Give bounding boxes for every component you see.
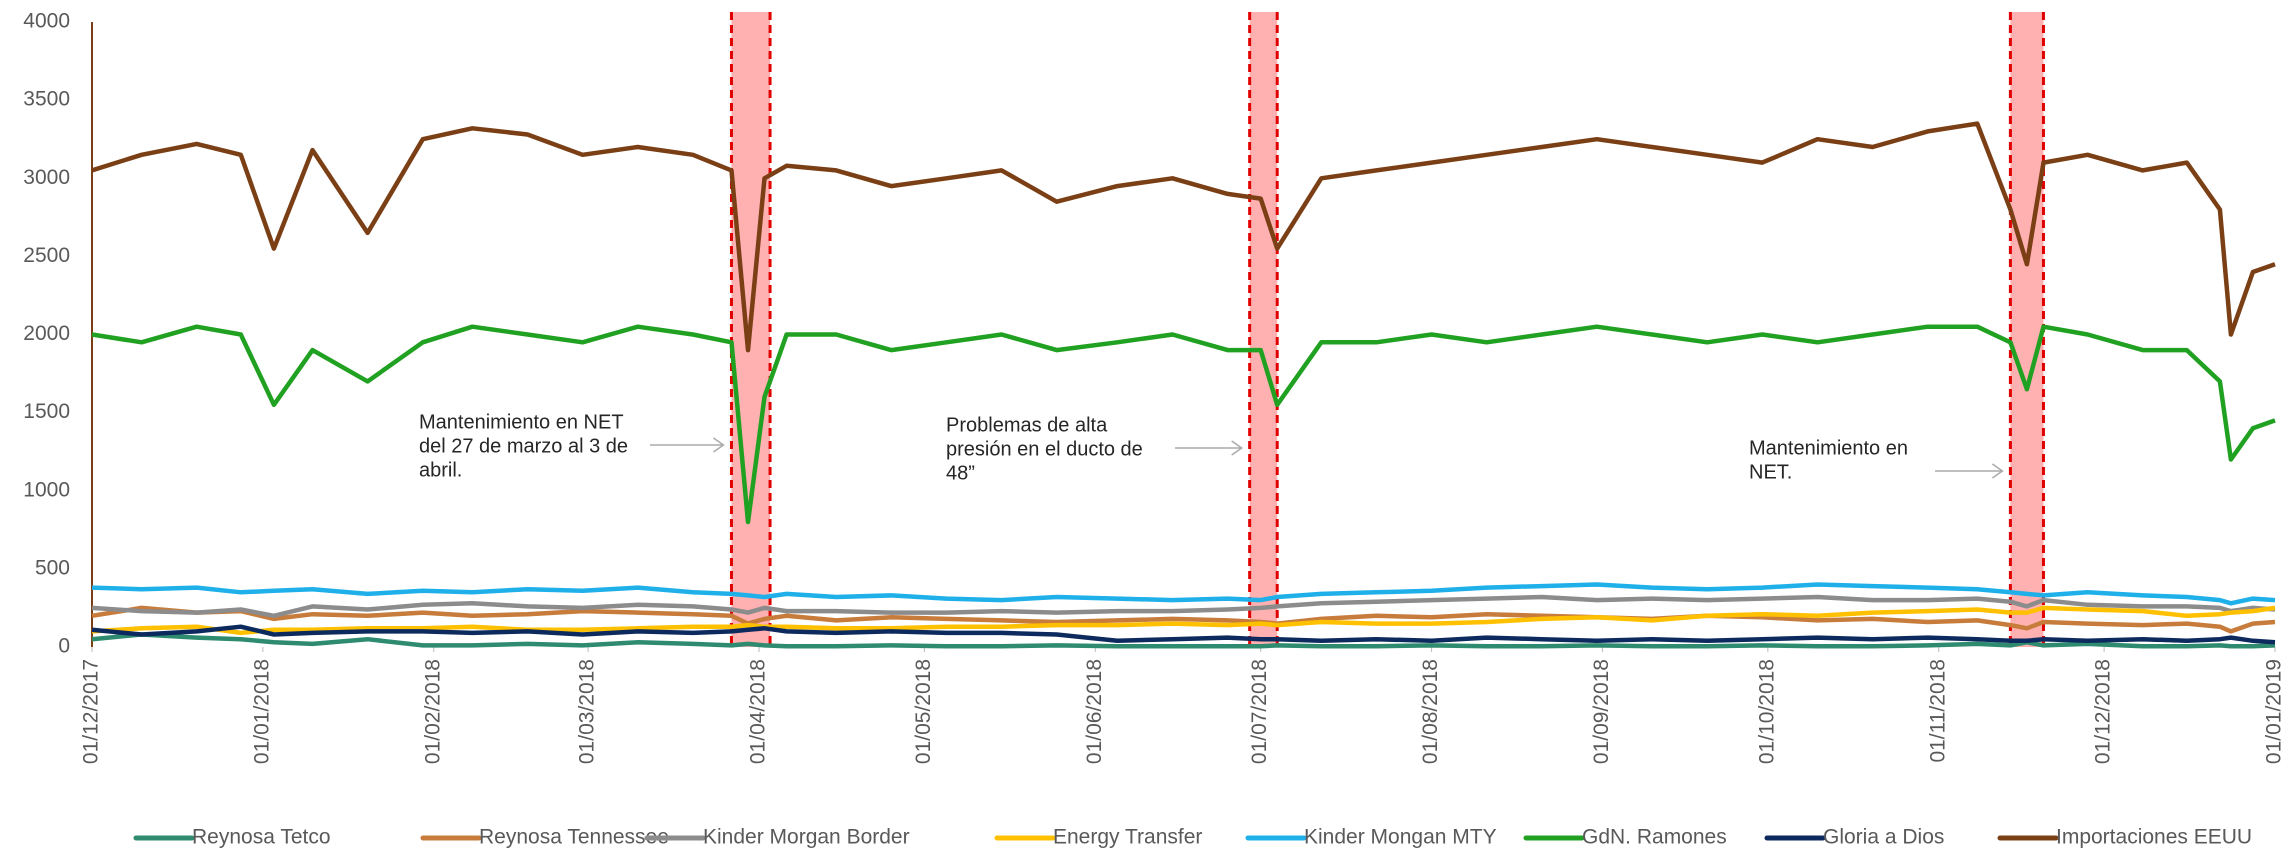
legend-label: Kinder Morgan Border [703,826,910,849]
x-tick-label: 01/02/2018 [421,659,444,764]
y-tick-label: 2000 [23,322,70,345]
x-tick-label: 01/12/2018 [2092,659,2115,764]
series-line [91,594,2276,619]
x-tick-label: 01/01/2019 [2263,659,2286,764]
x-tick-label: 01/10/2018 [1755,659,1778,764]
series-line [91,582,2276,606]
annotation-text: Mantenimiento en NET [419,411,624,433]
y-tick-label: 1500 [23,400,70,423]
annotation-text: 48” [946,462,975,484]
series-line [91,121,2276,353]
legend-label: Gloria a Dios [1823,826,1944,849]
series-line [91,605,2276,636]
legend-label: Kinder Mongan MTY [1304,826,1497,849]
legend-label: Reynosa Tetco [192,826,331,849]
legend-label: Energy Transfer [1053,826,1202,849]
annotation-arrowhead [713,437,725,453]
series-line [91,324,2276,525]
annotation-arrowhead [1231,440,1243,456]
x-tick-label: 01/04/2018 [747,659,770,764]
x-tick-label: 01/11/2018 [1926,659,1949,763]
y-tick-label: 4000 [23,10,70,33]
x-tick-label: 01/03/2018 [576,659,599,764]
y-tick-label: 1000 [23,478,70,501]
y-tick-label: 500 [35,556,70,579]
x-tick-label: 01/08/2018 [1419,659,1442,764]
y-tick-label: 2500 [23,244,70,267]
x-tick-label: 01/09/2018 [1590,659,1613,764]
y-tick-label: 3500 [23,88,70,111]
x-tick-label: 01/07/2018 [1248,659,1271,764]
annotation-text: presión en el ducto de [946,438,1143,460]
y-tick-label: 3000 [23,166,70,189]
x-tick-label: 01/06/2018 [1083,659,1106,764]
series-line [91,605,2276,634]
annotation-text: Problemas de alta [946,414,1108,436]
series-line [91,624,2276,645]
annotation-text: abril. [419,459,462,481]
legend-label: GdN. Ramones [1582,826,1727,849]
x-tick-label: 01/12/2017 [80,659,103,764]
annotation-text: NET. [1749,461,1792,483]
annotation-text: del 27 de marzo al 3 de [419,435,628,457]
x-tick-label: 01/01/2018 [250,659,273,764]
y-tick-label: 0 [58,635,70,658]
highlight-band [2010,12,2044,647]
legend-label: Importaciones EEUU [2056,826,2252,849]
highlight-band [1249,12,1278,647]
x-tick-label: 01/05/2018 [912,659,935,764]
annotation-text: Mantenimiento en [1749,437,1908,459]
legend-label: Reynosa Tennessee [479,826,669,849]
annotation-arrowhead [1991,463,2004,479]
